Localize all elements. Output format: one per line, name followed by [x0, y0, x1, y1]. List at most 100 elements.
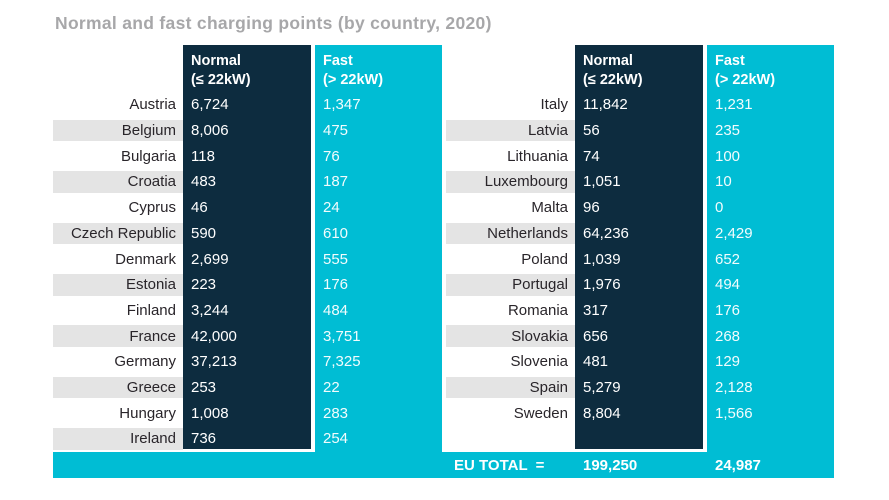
- page-title: Normal and fast charging points (by coun…: [55, 13, 492, 33]
- normal-column-left: Normal (≤ 22kW) 6,724 8,006 118 483 46 590 2,6…: [183, 45, 311, 452]
- fast-values-left: 1,347 475 76 187 24 610 555 176 484 3,751 7,325 22 2…: [315, 92, 442, 452]
- country-label: Finland: [126, 301, 176, 319]
- fast-header-line1: Fast: [323, 53, 353, 69]
- eu-total-fast-value: 24,987: [715, 456, 761, 474]
- fast-value: 494: [715, 276, 741, 294]
- country-label: Sweden: [513, 404, 568, 422]
- eu-total-normal-value: 199,250: [583, 456, 638, 474]
- normal-value: 736: [191, 430, 217, 448]
- tables-container: Austria Belgium Bulgaria Croatia Cyprus Czech…: [53, 45, 834, 452]
- normal-values-right: 11,842 56 74 1,051 96 64,236 1,039 1,976 317 656 4…: [575, 92, 703, 452]
- country-label: Czech Republic: [53, 220, 183, 247]
- normal-value: 1,976: [583, 276, 621, 294]
- fast-value: 254: [323, 430, 349, 448]
- fast-value: 176: [715, 301, 741, 319]
- normal-value: 5,279: [583, 379, 621, 397]
- normal-value: 118: [191, 147, 215, 165]
- fast-value: 10: [715, 173, 732, 191]
- fast-value: 610: [323, 224, 349, 242]
- eu-total-band: EU TOTAL = 199,250 24,987: [53, 452, 834, 478]
- fast-value: 176: [323, 276, 349, 294]
- country-label: Cyprus: [128, 199, 176, 217]
- fast-value: 235: [715, 122, 741, 140]
- fast-value: 555: [323, 250, 349, 268]
- fast-value: 3,751: [323, 327, 361, 345]
- fast-value: 0: [715, 199, 724, 217]
- fast-value: 484: [323, 301, 349, 319]
- normal-column-right: Normal (≤ 22kW) 11,842 56 74 1,051 96 64,236 1…: [575, 45, 703, 452]
- country-label: Lithuania: [507, 147, 568, 165]
- country-label: Italy: [540, 96, 568, 114]
- normal-header-line2: (≤ 22kW): [583, 72, 643, 89]
- fast-value: 24: [323, 199, 340, 217]
- fast-header-line1: Fast: [715, 53, 745, 69]
- normal-value: 11,842: [583, 96, 628, 114]
- fast-value: 2,429: [715, 224, 753, 242]
- normal-value: 253: [191, 379, 217, 397]
- normal-value: 6,724: [191, 96, 229, 114]
- country-label: Bulgaria: [120, 147, 176, 165]
- normal-value: 8,006: [191, 122, 229, 140]
- normal-value: 8,804: [583, 404, 621, 422]
- country-label: Portugal: [446, 271, 575, 298]
- country-label: Hungary: [119, 404, 176, 422]
- normal-value: 1,051: [583, 173, 621, 191]
- fast-column-header-left: Fast (> 22kW): [315, 45, 442, 92]
- fast-header-line2: (> 22kW): [715, 72, 776, 89]
- country-label: Spain: [446, 374, 575, 401]
- fast-value: 76: [323, 147, 340, 165]
- country-label: Luxembourg: [446, 169, 575, 195]
- normal-value: 1,008: [191, 404, 229, 422]
- normal-value: 42,000: [191, 327, 237, 345]
- country-label: Poland: [521, 250, 568, 268]
- normal-values-left: 6,724 8,006 118 483 46 590 2,699 223 3,244 42,000…: [183, 92, 311, 452]
- normal-value: 3,244: [191, 301, 229, 319]
- fast-value: 129: [715, 353, 741, 371]
- normal-value: 64,236: [583, 224, 629, 242]
- normal-value: 46: [191, 199, 208, 217]
- normal-value: 74: [583, 147, 600, 165]
- country-label: Germany: [114, 353, 176, 371]
- fast-value: 1,566: [715, 404, 753, 422]
- country-label: Malta: [531, 199, 568, 217]
- fast-column-left: Fast (> 22kW) 1,347 475 76 187 24 610 555 176 48…: [315, 45, 442, 452]
- normal-header-line1: Normal: [583, 53, 633, 69]
- fast-column-right: Fast (> 22kW) 1,231 235 100 10 0 2,429 652 494 1…: [707, 45, 834, 452]
- normal-value: 590: [191, 224, 217, 242]
- country-label-column-right: Italy Latvia Lithuania Luxembourg Malta Nethe…: [446, 45, 575, 452]
- fast-value: 268: [715, 327, 741, 345]
- normal-value: 317: [583, 301, 609, 319]
- fast-value: 22: [323, 379, 340, 397]
- normal-value: 656: [583, 327, 609, 345]
- fast-value: 1,347: [323, 96, 361, 114]
- fast-header-line2: (> 22kW): [323, 72, 384, 89]
- country-label: Ireland: [53, 426, 183, 452]
- fast-value: 475: [323, 122, 349, 140]
- fast-value: 2,128: [715, 379, 753, 397]
- normal-value: 481: [583, 353, 609, 371]
- country-label: Belgium: [53, 117, 183, 144]
- fast-value: 1,231: [715, 96, 753, 114]
- country-label: Austria: [129, 96, 176, 114]
- fast-values-right: 1,231 235 100 10 0 2,429 652 494 176 268 129 2,128 1…: [707, 92, 834, 452]
- country-label: Denmark: [115, 250, 176, 268]
- country-label: France: [53, 323, 183, 350]
- normal-value: 483: [191, 173, 217, 191]
- normal-value: 56: [583, 122, 600, 140]
- country-label: Slovakia: [446, 323, 575, 350]
- normal-value: 37,213: [191, 353, 237, 371]
- normal-value: 96: [583, 199, 600, 217]
- normal-header-line1: Normal: [191, 53, 241, 69]
- country-label: Netherlands: [446, 220, 575, 247]
- normal-column-header-right: Normal (≤ 22kW): [575, 45, 703, 92]
- country-label: Croatia: [53, 169, 183, 195]
- country-label: Greece: [53, 374, 183, 401]
- country-label-column-left: Austria Belgium Bulgaria Croatia Cyprus Czech…: [53, 45, 183, 452]
- normal-value: 223: [191, 276, 217, 294]
- country-label: Latvia: [446, 117, 575, 144]
- country-label: Romania: [507, 301, 568, 319]
- country-label: Slovenia: [510, 353, 568, 371]
- eu-total-label: EU TOTAL =: [454, 456, 545, 474]
- country-label: Estonia: [53, 271, 183, 298]
